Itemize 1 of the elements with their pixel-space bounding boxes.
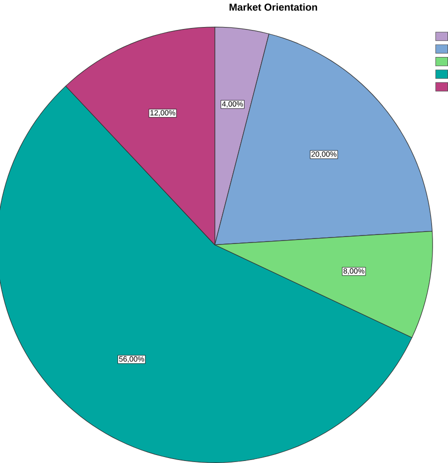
chart-title: Market Orientation [230, 3, 318, 11]
